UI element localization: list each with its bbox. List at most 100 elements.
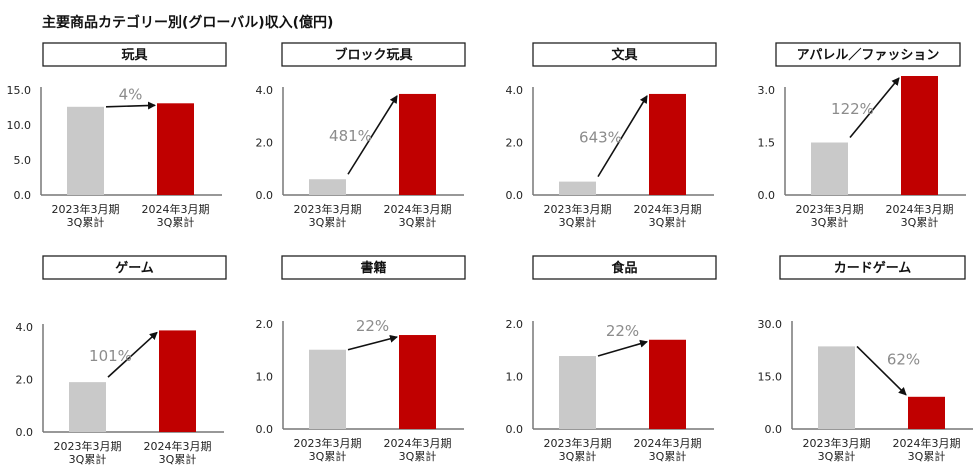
panel-title: 食品 xyxy=(611,260,637,276)
bar-current xyxy=(901,76,938,195)
panel-title-box xyxy=(775,42,961,67)
y-tick-label: 2.0 xyxy=(16,374,34,387)
y-tick-label: 0.0 xyxy=(758,189,776,202)
panel-title: アパレル／ファッション xyxy=(797,47,940,63)
x-tick-label: 3Q累計 xyxy=(309,215,347,229)
chart-title: 主要商品カテゴリー別(グローバル)収入(億円) xyxy=(42,15,334,31)
bar-prior xyxy=(69,382,106,432)
panel-title: ブロック玩具 xyxy=(334,47,412,63)
x-tick-label: 3Q累計 xyxy=(399,215,437,229)
x-tick-label: 2024年3月期 xyxy=(384,202,452,216)
y-tick-label: 0.0 xyxy=(16,426,34,439)
y-tick-label: 15.0 xyxy=(758,371,783,384)
bar-prior xyxy=(309,349,346,429)
panel-8: カードゲーム0.015.030.02023年3月期3Q累計2024年3月期3Q累… xyxy=(758,255,973,463)
bar-prior xyxy=(818,346,855,429)
panel-title: ゲーム xyxy=(115,260,154,276)
bar-prior xyxy=(811,142,848,195)
x-tick-label: 3Q累計 xyxy=(559,449,597,463)
panel-title-box xyxy=(281,42,466,67)
x-tick-label: 3Q累計 xyxy=(309,449,347,463)
x-tick-label: 2023年3月期 xyxy=(544,436,612,450)
panel-title: カードゲーム xyxy=(834,260,912,276)
bar-prior xyxy=(559,181,596,195)
x-tick-label: 2023年3月期 xyxy=(796,202,864,216)
x-tick-label: 3Q累計 xyxy=(67,215,105,229)
x-tick-label: 3Q累計 xyxy=(559,215,597,229)
panel-4: アパレル／ファッション0.01.53.02023年3月期3Q累計2024年3月期… xyxy=(758,42,966,229)
x-tick-label: 3Q累計 xyxy=(811,215,849,229)
change-arrow xyxy=(105,101,156,110)
bar-prior xyxy=(67,106,104,195)
panel-title-box xyxy=(779,255,966,280)
y-tick-label: 1.5 xyxy=(758,137,776,150)
panel-title-box xyxy=(532,42,717,67)
change-arrow xyxy=(347,95,398,175)
panel-title-box xyxy=(281,255,466,280)
x-tick-label: 2024年3月期 xyxy=(384,436,452,450)
change-percent-label: 101% xyxy=(89,347,132,365)
y-tick-label: 30.0 xyxy=(758,318,783,331)
x-tick-label: 2023年3月期 xyxy=(803,436,871,450)
x-tick-label: 2023年3月期 xyxy=(544,202,612,216)
bar-current xyxy=(649,339,686,429)
x-tick-label: 2024年3月期 xyxy=(893,436,961,450)
x-tick-label: 3Q累計 xyxy=(649,215,687,229)
y-tick-label: 0.0 xyxy=(506,189,524,202)
x-tick-label: 3Q累計 xyxy=(69,452,107,465)
y-tick-label: 4.0 xyxy=(16,321,34,334)
panel-title-box xyxy=(532,255,717,280)
x-tick-label: 2024年3月期 xyxy=(886,202,954,216)
bar-current xyxy=(399,335,436,429)
y-tick-label: 0.0 xyxy=(506,423,524,436)
bar-current xyxy=(399,93,436,195)
y-tick-label: 2.0 xyxy=(256,318,274,331)
panel-1: 玩具0.05.010.015.02023年3月期3Q累計2024年3月期3Q累計… xyxy=(7,42,227,229)
y-tick-label: 4.0 xyxy=(256,84,274,97)
y-tick-label: 15.0 xyxy=(7,84,32,97)
panel-title: 玩具 xyxy=(121,48,147,63)
bar-prior xyxy=(309,179,346,195)
x-tick-label: 3Q累計 xyxy=(908,449,946,463)
x-tick-label: 2024年3月期 xyxy=(634,202,702,216)
y-tick-label: 0.0 xyxy=(765,423,783,436)
x-tick-label: 2023年3月期 xyxy=(52,202,120,216)
y-tick-label: 0.0 xyxy=(256,423,274,436)
x-tick-label: 3Q累計 xyxy=(399,449,437,463)
change-arrow xyxy=(597,95,648,178)
panel-2: ブロック玩具0.02.04.02023年3月期3Q累計2024年3月期3Q累計4… xyxy=(256,42,466,229)
bar-current xyxy=(159,330,196,432)
y-tick-label: 10.0 xyxy=(7,119,32,132)
bar-current xyxy=(157,103,194,195)
y-tick-label: 4.0 xyxy=(506,84,524,97)
change-percent-label: 4% xyxy=(119,85,143,103)
change-percent-label: 122% xyxy=(831,100,874,118)
y-tick-label: 1.0 xyxy=(256,371,274,384)
y-tick-label: 2.0 xyxy=(506,318,524,331)
y-tick-label: 3.0 xyxy=(758,84,776,97)
x-tick-label: 3Q累計 xyxy=(649,449,687,463)
y-tick-label: 5.0 xyxy=(14,154,32,167)
x-tick-label: 3Q累計 xyxy=(157,215,195,229)
panel-title-box xyxy=(42,42,227,67)
x-tick-label: 3Q累計 xyxy=(901,215,939,229)
change-arrow xyxy=(597,339,648,357)
change-arrow xyxy=(849,77,900,139)
x-tick-label: 2024年3月期 xyxy=(634,436,702,450)
panel-title-box xyxy=(42,255,227,280)
y-tick-label: 0.0 xyxy=(256,189,274,202)
y-tick-label: 1.0 xyxy=(506,371,524,384)
x-tick-label: 2023年3月期 xyxy=(294,202,362,216)
change-arrow xyxy=(347,334,398,351)
panel-title: 書籍 xyxy=(360,260,386,276)
y-tick-label: 2.0 xyxy=(506,137,524,150)
x-tick-label: 3Q累計 xyxy=(159,452,197,465)
change-percent-label: 62% xyxy=(887,351,920,369)
change-percent-label: 22% xyxy=(606,322,639,340)
